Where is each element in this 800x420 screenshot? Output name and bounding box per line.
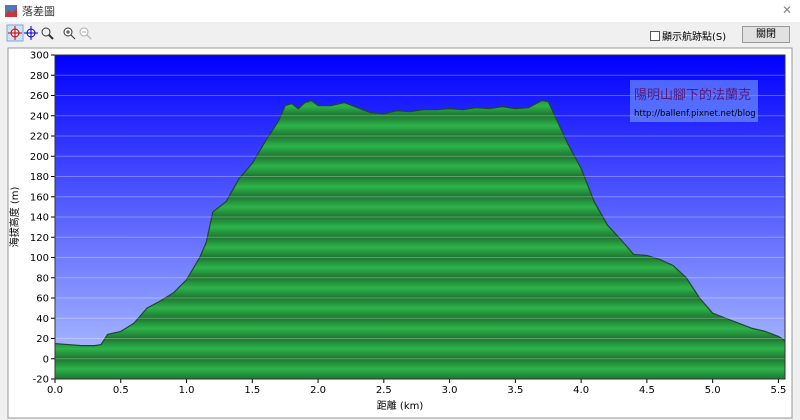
window-title: 落差圖 <box>22 5 55 18</box>
y-tick-label: 0 <box>43 354 49 365</box>
plot-border <box>54 54 786 380</box>
y-tick-label: 220 <box>30 132 49 143</box>
x-tick-label: 1.0 <box>179 385 195 396</box>
checkbox[interactable]: 顯示航跡點(S) <box>650 28 726 43</box>
y-tick-label: 160 <box>30 192 49 203</box>
x-tick-label: 3.5 <box>507 385 523 396</box>
y-tick-label: 260 <box>30 91 49 102</box>
y-tick-label: 300 <box>30 51 49 62</box>
x-tick-label: 0.0 <box>47 385 63 396</box>
chart: -20 0 20 40 60 80 100 120 140 160 180 200 220 240 260 2… <box>7 47 793 419</box>
elevation-line <box>54 99 786 347</box>
y-tick-label: -20 <box>33 375 49 386</box>
elevation-bands <box>55 100 785 379</box>
annotation-box <box>630 80 758 122</box>
title-bar: 落差圖 ✕ <box>0 0 800 22</box>
x-tick-label: 2.0 <box>310 385 326 396</box>
x-tick-label: 4.0 <box>573 385 589 396</box>
y-tick-label: 280 <box>30 71 49 82</box>
y-axis-label: 海拔高度 (m) <box>8 187 21 248</box>
y-tick-label: 40 <box>36 314 49 325</box>
y-tick-label: 100 <box>30 253 49 264</box>
y-tick-label: 240 <box>30 111 49 122</box>
close-x[interactable]: ✕ <box>781 3 792 17</box>
y-tick-label: 140 <box>30 213 49 224</box>
y-tick-label: 20 <box>36 334 49 345</box>
toolbar: 顯示航跡點(S) 關閉 <box>0 22 800 46</box>
x-tick-label: 5.0 <box>705 385 721 396</box>
x-tick-label: 5.5 <box>770 385 786 396</box>
y-tick-label: 120 <box>30 233 49 244</box>
app-icon <box>5 5 17 17</box>
x-tick-label: 1.5 <box>244 385 260 396</box>
x-axis-label: 距離 (km) <box>377 399 424 412</box>
y-tick-label: 60 <box>36 294 49 305</box>
annotation-title: 陽明山腳下的法蘭克 <box>634 87 751 103</box>
y-tick-label: 80 <box>36 273 49 284</box>
annotation-url: http://ballenf.pixnet.net/blog <box>634 109 756 119</box>
close-button[interactable]: 關閉 <box>742 26 790 43</box>
tool-icons <box>6 24 92 42</box>
x-tick-label: 4.5 <box>639 385 655 396</box>
y-tick-label: 200 <box>30 152 49 163</box>
x-tick-label: 2.5 <box>376 385 392 396</box>
checkbox-label: 顯示航跡點(S) <box>662 32 727 43</box>
x-tick-label: 0.5 <box>113 385 129 396</box>
y-tick-label: 180 <box>30 172 49 183</box>
tool-zoom-box[interactable] <box>41 27 51 37</box>
x-tick-label: 3.0 <box>442 385 458 396</box>
